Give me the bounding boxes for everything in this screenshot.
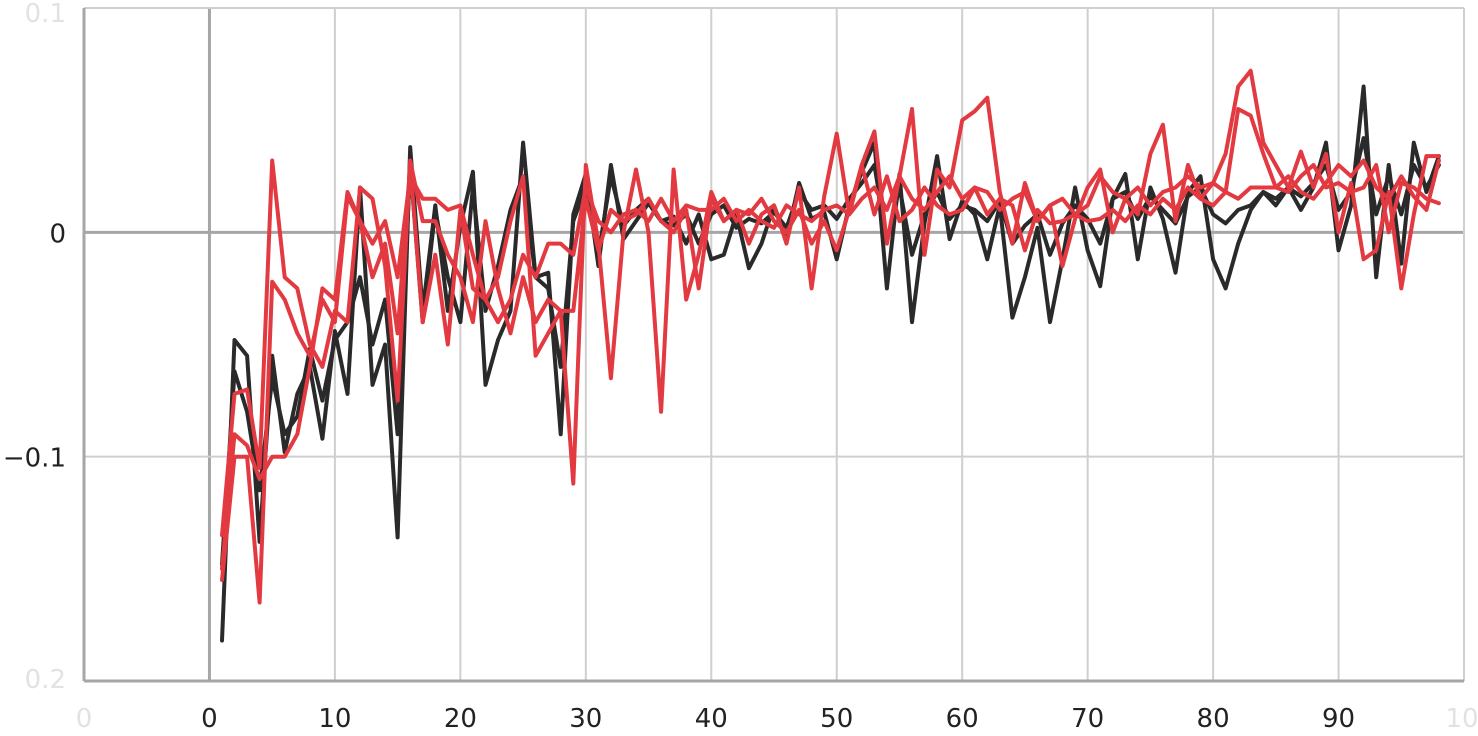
series-layer [220,68,1441,643]
x-tick-label: 80 [1197,704,1230,734]
x-tick-label: 0 [76,704,93,734]
x-tick-label: 0 [201,704,218,734]
x-tick-label: 30 [569,704,602,734]
y-tick-label: 0.1 [25,0,66,29]
x-tick-label: 20 [444,704,477,734]
x-tick-label: 90 [1322,704,1355,734]
series-line-5 [220,107,1441,571]
series-line-3 [220,158,1441,538]
x-tick-label: 70 [1071,704,1104,734]
x-tick-label: 60 [946,704,979,734]
x-tick-label: 10 [318,704,351,734]
tick-labels: 0 0 10 20 30 40 50 60 70 80 90 10 0.1 0 −0.1 0.2 [3,0,1478,734]
x-tick-label: 10 [1445,704,1478,734]
axes [82,7,1465,683]
x-tick-label: 50 [820,704,853,734]
series-line-4 [220,68,1441,605]
y-tick-label: −0.1 [3,444,66,474]
y-tick-label: 0 [49,219,66,249]
y-tick-label: 0.2 [25,665,66,695]
x-tick-label: 40 [695,704,728,734]
